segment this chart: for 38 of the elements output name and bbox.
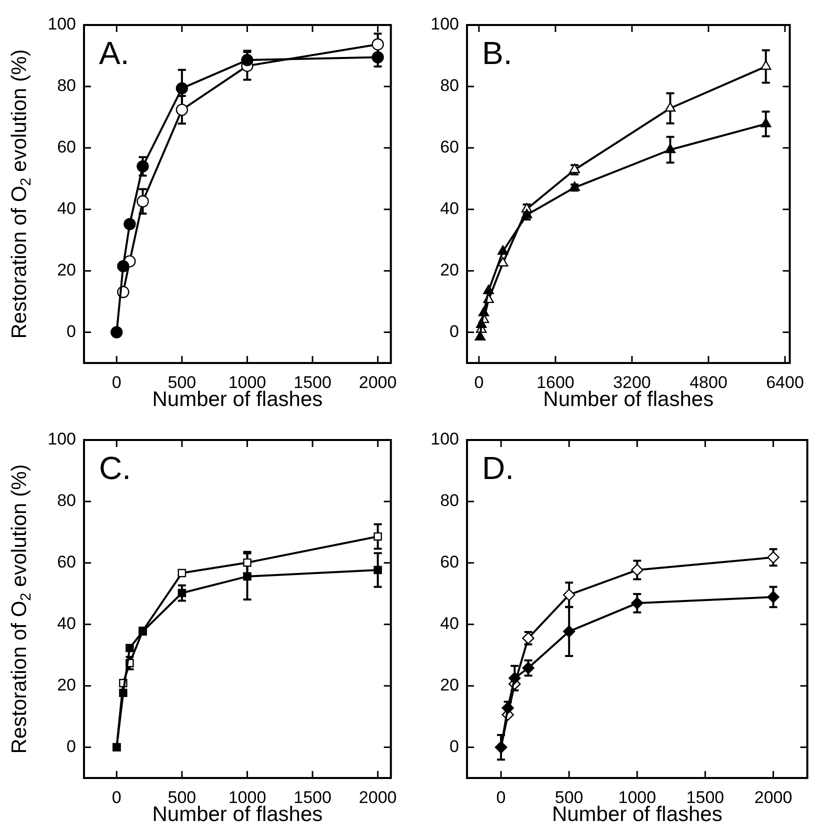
y-tick-label: 20 bbox=[440, 260, 459, 280]
y-tick-label: 80 bbox=[57, 76, 76, 96]
y-tick-label: 80 bbox=[440, 491, 459, 510]
y-tick-label: 80 bbox=[57, 491, 76, 510]
y-tick-label: 100 bbox=[48, 430, 76, 449]
y-tick-label: 60 bbox=[440, 552, 459, 572]
y-tick-label: 100 bbox=[430, 14, 459, 34]
y-tick-label: 40 bbox=[57, 199, 76, 218]
x-tick-label: 2000 bbox=[358, 372, 397, 392]
x-tick-label: 0 bbox=[496, 788, 506, 807]
y-tick-label: 40 bbox=[440, 199, 459, 218]
chart-title: C. bbox=[99, 450, 131, 486]
chart-title: D. bbox=[482, 450, 514, 486]
y-axis-title: Restoration of O2 evolution (%) bbox=[8, 464, 34, 754]
chart-title: A. bbox=[99, 34, 130, 71]
y-tick-label: 20 bbox=[440, 676, 459, 695]
y-tick-label: 60 bbox=[57, 552, 76, 572]
y-tick-label: 20 bbox=[57, 676, 76, 695]
chart-title: B. bbox=[482, 34, 512, 71]
y-tick-label: 40 bbox=[57, 614, 76, 634]
y-axis-title: Restoration of O2 evolution (%) bbox=[8, 49, 34, 339]
y-tick-label: 60 bbox=[57, 138, 76, 157]
y-tick-label: 0 bbox=[450, 736, 459, 756]
x-tick-label: 6400 bbox=[766, 372, 804, 392]
y-tick-label: 0 bbox=[450, 322, 459, 341]
x-tick-label: 0 bbox=[112, 372, 122, 392]
y-tick-label: 80 bbox=[440, 76, 459, 96]
y-tick-label: 100 bbox=[430, 430, 459, 449]
y-tick-label: 0 bbox=[66, 736, 76, 756]
y-tick-label: 0 bbox=[66, 322, 76, 341]
x-tick-label: 2000 bbox=[754, 788, 792, 807]
y-tick-label: 100 bbox=[48, 14, 76, 34]
x-tick-label: 2000 bbox=[358, 788, 397, 807]
y-tick-label: 60 bbox=[440, 138, 459, 157]
y-tick-label: 40 bbox=[440, 614, 459, 634]
x-tick-label: 0 bbox=[112, 788, 122, 807]
x-tick-label: 0 bbox=[474, 372, 484, 392]
y-tick-label: 20 bbox=[57, 260, 76, 280]
